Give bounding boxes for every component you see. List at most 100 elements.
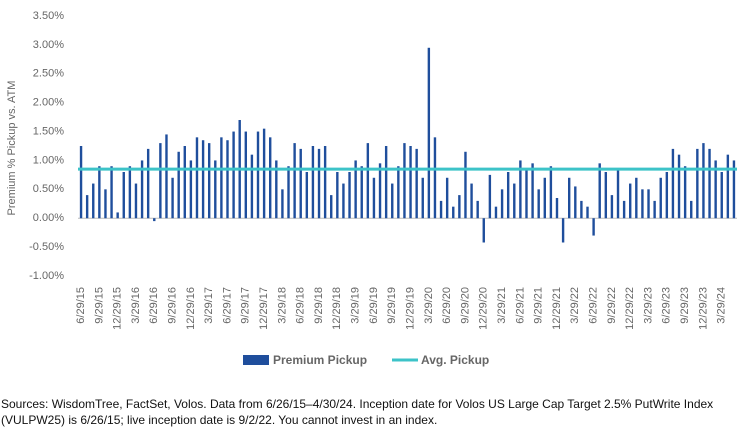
bar bbox=[409, 146, 412, 219]
bar bbox=[232, 131, 235, 219]
bar bbox=[683, 166, 687, 219]
x-tick-label: 9/29/20 bbox=[459, 287, 471, 324]
y-tick-label: 0.50% bbox=[33, 183, 64, 195]
x-tick-label: 12/29/22 bbox=[624, 287, 636, 330]
bar bbox=[586, 206, 589, 219]
bar bbox=[299, 148, 302, 219]
bar bbox=[281, 189, 284, 219]
bar bbox=[403, 143, 406, 219]
bar bbox=[537, 189, 540, 219]
bar bbox=[732, 160, 736, 219]
bar bbox=[635, 177, 638, 219]
bar bbox=[342, 183, 345, 219]
bar bbox=[702, 143, 705, 219]
x-tick-label: 9/29/17 bbox=[240, 287, 252, 324]
bar bbox=[256, 131, 260, 219]
bar bbox=[348, 172, 351, 219]
x-tick-label: 9/29/23 bbox=[679, 287, 691, 324]
bar bbox=[610, 195, 614, 219]
x-tick-label: 6/29/18 bbox=[295, 287, 307, 324]
bar bbox=[384, 146, 388, 219]
x-tick-label: 12/29/23 bbox=[697, 287, 709, 330]
x-tick-label: 3/29/18 bbox=[276, 287, 288, 324]
bar bbox=[690, 200, 693, 219]
bar bbox=[317, 148, 321, 219]
y-tick-label: 2.00% bbox=[33, 97, 64, 109]
bar bbox=[653, 200, 656, 219]
y-tick-label: 1.00% bbox=[33, 154, 64, 166]
x-tick-label: 3/29/19 bbox=[350, 287, 362, 324]
bar bbox=[592, 218, 595, 236]
bar bbox=[427, 47, 431, 219]
bar bbox=[726, 154, 730, 219]
x-tick-label: 12/29/21 bbox=[551, 287, 563, 330]
bar bbox=[561, 218, 565, 243]
bar bbox=[269, 137, 272, 219]
bar bbox=[378, 163, 382, 219]
bar bbox=[525, 169, 528, 219]
x-tick-label: 3/29/17 bbox=[203, 287, 215, 324]
x-tick-label: 6/29/15 bbox=[75, 287, 87, 324]
x-tick-label: 12/29/16 bbox=[185, 287, 197, 330]
x-tick-label: 6/29/21 bbox=[514, 287, 526, 324]
legend-label: Premium Pickup bbox=[273, 353, 367, 367]
bar bbox=[98, 166, 101, 219]
legend-swatch bbox=[243, 355, 269, 365]
bar bbox=[262, 128, 266, 219]
bar bbox=[714, 160, 717, 219]
y-tick-label: 3.50% bbox=[33, 10, 64, 22]
bar bbox=[311, 146, 315, 219]
bar bbox=[513, 183, 516, 219]
x-tick-label: 6/29/22 bbox=[588, 287, 600, 324]
bar bbox=[720, 172, 723, 219]
x-tick-label: 6/29/19 bbox=[368, 287, 380, 324]
y-tick-label: -0.50% bbox=[29, 241, 64, 253]
y-tick-label: 3.00% bbox=[33, 39, 64, 51]
bar bbox=[372, 177, 376, 219]
x-tick-label: 9/29/15 bbox=[93, 287, 105, 324]
bar bbox=[665, 172, 669, 219]
bar bbox=[464, 151, 467, 219]
bar bbox=[445, 177, 449, 219]
bar bbox=[287, 166, 290, 219]
x-tick-label: 9/29/19 bbox=[386, 287, 398, 324]
bar bbox=[500, 189, 504, 219]
y-tick-label: 2.50% bbox=[33, 68, 64, 80]
bar bbox=[488, 174, 492, 219]
x-tick-label: 3/29/24 bbox=[716, 287, 728, 324]
bar bbox=[494, 206, 498, 219]
bar bbox=[433, 137, 437, 219]
x-tick-label: 12/29/18 bbox=[331, 287, 343, 330]
bar bbox=[439, 200, 443, 219]
bar bbox=[207, 143, 211, 219]
x-tick-label: 12/29/15 bbox=[112, 287, 124, 330]
bar bbox=[122, 172, 125, 219]
x-tick-label: 3/29/21 bbox=[496, 287, 508, 324]
bar bbox=[183, 146, 186, 219]
bar bbox=[391, 183, 394, 219]
bar bbox=[519, 160, 522, 219]
bar bbox=[543, 177, 546, 219]
bar bbox=[293, 143, 296, 219]
bar bbox=[708, 148, 711, 219]
bar bbox=[116, 212, 119, 219]
bar bbox=[275, 160, 278, 219]
bar bbox=[195, 137, 199, 219]
bar bbox=[140, 160, 144, 219]
bar bbox=[189, 160, 193, 219]
bar bbox=[330, 195, 333, 219]
bar bbox=[574, 186, 577, 219]
bar bbox=[250, 154, 254, 219]
x-tick-label: 12/29/19 bbox=[404, 287, 416, 330]
bar bbox=[647, 189, 650, 219]
bar bbox=[336, 172, 339, 219]
bar bbox=[616, 169, 620, 219]
bar bbox=[165, 134, 168, 219]
bar bbox=[555, 198, 559, 219]
bar bbox=[641, 189, 644, 219]
bar bbox=[226, 140, 229, 219]
bar bbox=[159, 143, 162, 219]
bar bbox=[85, 195, 89, 219]
bar bbox=[110, 166, 113, 219]
bar bbox=[153, 218, 156, 222]
